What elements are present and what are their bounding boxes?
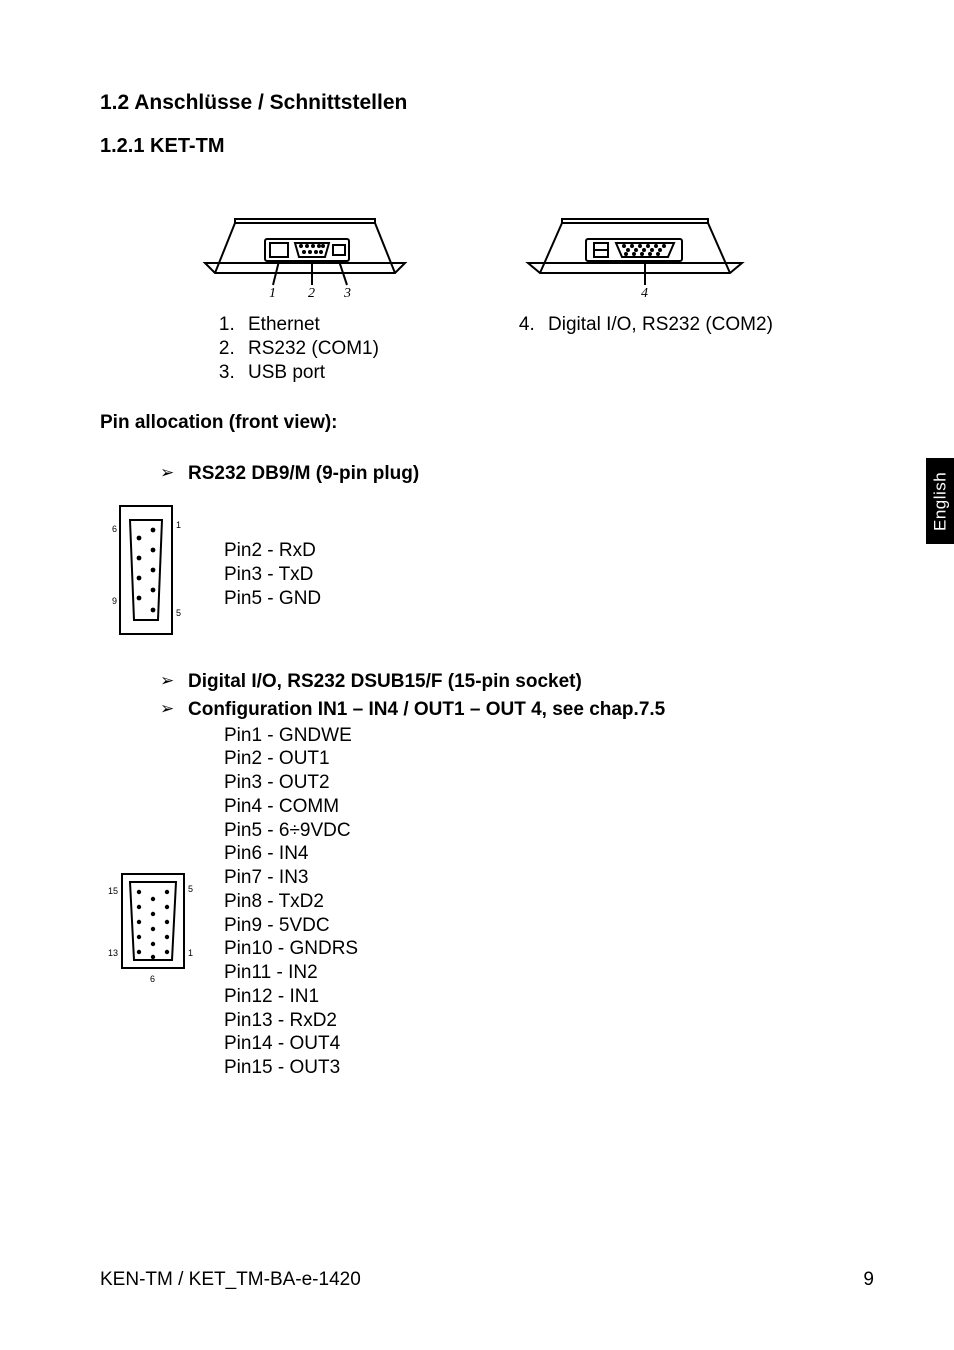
db9-svg: 6 9 1 5	[106, 500, 186, 650]
list-item: Digital I/O, RS232 (COM2)	[540, 313, 790, 337]
dsub15-label-13: 13	[108, 948, 118, 958]
pin-allocation-title: Pin allocation (front view):	[100, 411, 874, 435]
page: 1.2 Anschlüsse / Schnittstellen 1.2.1 KE…	[0, 0, 954, 1350]
pin-line: Pin3 - OUT2	[224, 771, 358, 795]
arrow-icon: ➢	[160, 670, 188, 691]
pin-line: Pin3 - TxD	[224, 563, 321, 587]
callout-3: 3	[343, 286, 351, 301]
left-port-list: Ethernet RS232 (COM1) USB port	[180, 313, 430, 384]
device-rear-illustration: 4	[480, 183, 790, 303]
db9-diagram: 6 9 1 5	[100, 500, 216, 650]
pin-line: Pin8 - TxD2	[224, 890, 358, 914]
page-footer: KEN-TM / KET_TM-BA-e-1420 9	[100, 1268, 874, 1292]
pin-line: Pin6 - IN4	[224, 842, 358, 866]
pin-line: Pin5 - 6÷9VDC	[224, 819, 358, 843]
device-columns: 1 2 3 Ethernet RS232 (COM1) USB port	[100, 183, 874, 384]
list-item: USB port	[240, 361, 430, 385]
dsub15-diagram: 15 13 5 1 6	[100, 812, 216, 992]
db9-label-5: 5	[176, 608, 181, 618]
db9-block: 6 9 1 5 Pin2 - RxD Pin3 - TxD Pin5 - GND	[100, 500, 874, 650]
dsub15-label-5: 5	[188, 884, 193, 894]
subsection-heading: 1.2.1 KET-TM	[100, 134, 874, 159]
arrow-icon: ➢	[160, 462, 188, 483]
arrow-icon: ➢	[160, 698, 188, 719]
callout-1: 1	[269, 286, 276, 301]
pin-line: Pin2 - OUT1	[224, 747, 358, 771]
device-rear-svg: 4	[520, 193, 750, 303]
callout-4: 4	[641, 286, 648, 301]
device-front-illustration: 1 2 3	[180, 183, 430, 303]
pin-line: Pin4 - COMM	[224, 795, 358, 819]
section-heading: 1.2 Anschlüsse / Schnittstellen	[100, 90, 874, 116]
dsub15-pin-list: Pin1 - GNDWE Pin2 - OUT1 Pin3 - OUT2 Pin…	[216, 724, 358, 1080]
callout-2: 2	[308, 286, 315, 301]
pin-line: Pin1 - GNDWE	[224, 724, 358, 748]
dsub15-label-15: 15	[108, 886, 118, 896]
bullet-text: RS232 DB9/M (9-pin plug)	[188, 462, 419, 486]
pin-line: Pin10 - GNDRS	[224, 937, 358, 961]
device-left-column: 1 2 3 Ethernet RS232 (COM1) USB port	[100, 183, 430, 384]
pin-line: Pin2 - RxD	[224, 539, 321, 563]
dsub15-block: 15 13 5 1 6 Pin1 - GNDWE Pin2 - OUT1 Pin…	[100, 724, 874, 1080]
db9-label-9: 9	[112, 596, 117, 606]
list-item: RS232 (COM1)	[240, 337, 430, 361]
device-front-svg: 1 2 3	[195, 193, 415, 303]
footer-doc-id: KEN-TM / KET_TM-BA-e-1420	[100, 1268, 361, 1292]
right-port-list: Digital I/O, RS232 (COM2)	[480, 313, 790, 337]
language-tab: English	[926, 458, 954, 544]
pin-line: Pin14 - OUT4	[224, 1032, 358, 1056]
bullet-dsub15: ➢ Digital I/O, RS232 DSUB15/F (15-pin so…	[100, 670, 874, 694]
footer-page-number: 9	[863, 1268, 874, 1292]
dsub15-label-1: 1	[188, 948, 193, 958]
pin-line: Pin5 - GND	[224, 587, 321, 611]
pin-line: Pin9 - 5VDC	[224, 914, 358, 938]
pin-line: Pin12 - IN1	[224, 985, 358, 1009]
db9-label-1: 1	[176, 520, 181, 530]
bullet-text: Digital I/O, RS232 DSUB15/F (15-pin sock…	[188, 670, 582, 694]
bullet-text: Configuration IN1 – IN4 / OUT1 – OUT 4, …	[188, 698, 665, 722]
device-right-column: 4 Digital I/O, RS232 (COM2)	[430, 183, 790, 384]
dsub15-label-6: 6	[150, 974, 155, 984]
dsub15-svg: 15 13 5 1 6	[106, 862, 200, 992]
pin-line: Pin13 - RxD2	[224, 1009, 358, 1033]
pin-line: Pin15 - OUT3	[224, 1056, 358, 1080]
bullet-config: ➢ Configuration IN1 – IN4 / OUT1 – OUT 4…	[100, 698, 874, 722]
db9-pin-list: Pin2 - RxD Pin3 - TxD Pin5 - GND	[216, 539, 321, 610]
pin-line: Pin11 - IN2	[224, 961, 358, 985]
bullet-db9: ➢ RS232 DB9/M (9-pin plug)	[100, 462, 874, 486]
pin-line: Pin7 - IN3	[224, 866, 358, 890]
list-item: Ethernet	[240, 313, 430, 337]
db9-label-6: 6	[112, 524, 117, 534]
